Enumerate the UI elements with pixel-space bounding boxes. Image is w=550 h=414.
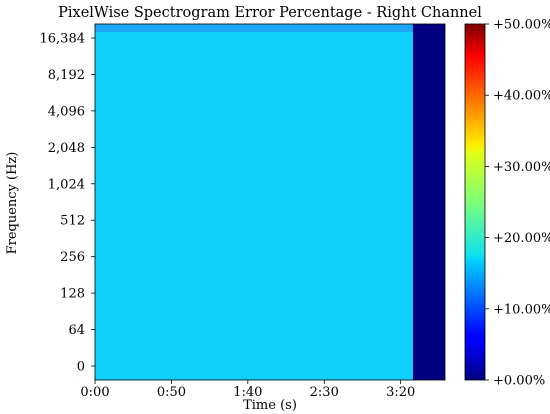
- x-tick-label: 0:00: [80, 385, 109, 400]
- colorbar: +0.00% +10.00% +20.00% +30.00% +40.00% +50.00…: [464, 18, 550, 389]
- y-tick-label: 2,048: [48, 141, 85, 156]
- colorbar-tick-label: +30.00%: [493, 160, 550, 175]
- region-audio: [95, 24, 413, 380]
- chart-title: PixelWise Spectrogram Error Percentage -…: [58, 5, 482, 21]
- region-tail: [412, 24, 445, 380]
- y-tick-label: 256: [60, 250, 85, 265]
- y-axis: 0 64 128 256 512 1,024 2,048 4,096 8,192 16,384: [40, 32, 95, 375]
- colorbar-ticks: +0.00% +10.00% +20.00% +30.00% +40.00% +50.00…: [485, 18, 550, 389]
- colorbar-tick-label: +40.00%: [493, 89, 550, 104]
- y-tick-label: 4,096: [48, 104, 85, 119]
- region-top-band: [95, 24, 413, 32]
- y-axis-title: Frequency (Hz): [5, 152, 20, 255]
- y-tick-label: 128: [60, 287, 85, 302]
- y-tick-label: 512: [60, 214, 85, 229]
- colorbar-tick-label: +20.00%: [493, 231, 550, 246]
- x-tick-label: 1:40: [233, 385, 262, 400]
- y-tick-label: 16,384: [40, 32, 86, 47]
- y-tick-label: 64: [68, 323, 85, 338]
- colorbar-ramp: [464, 23, 486, 381]
- y-tick-label: 8,192: [48, 68, 85, 83]
- x-tick-label: 2:30: [310, 385, 339, 400]
- y-tick-label: 0: [77, 360, 85, 375]
- x-tick-label: 0:50: [157, 385, 186, 400]
- plot-frame: [94, 23, 446, 381]
- x-axis-title: Time (s): [243, 398, 297, 413]
- x-axis: 0:00 0:50 1:40 2:30 3:20: [80, 380, 415, 400]
- spectrogram-plot: [94, 23, 446, 381]
- colorbar-tick-label: +10.00%: [493, 302, 550, 317]
- colorbar-tick-label: +50.00%: [493, 18, 550, 33]
- y-tick-label: 1,024: [48, 177, 85, 192]
- colorbar-tick-label: +0.00%: [493, 374, 545, 389]
- x-tick-label: 3:20: [386, 385, 415, 400]
